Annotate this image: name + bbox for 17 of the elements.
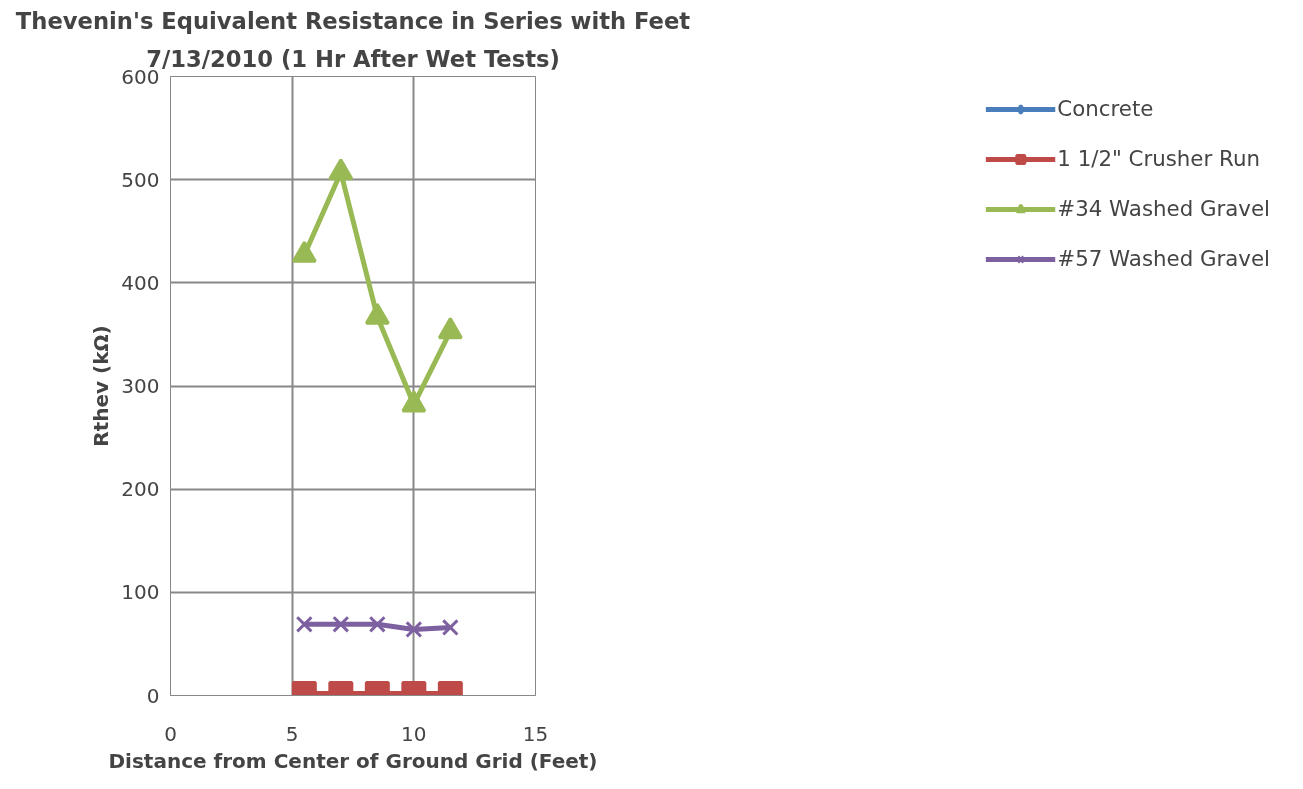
y-tick-label: 300 <box>121 374 160 398</box>
x-tick-label: 0 <box>164 721 177 746</box>
chart-title: Thevenin's Equivalent Resistance in Series with Feet <box>15 7 691 34</box>
y-tick-label: 200 <box>121 477 160 502</box>
x-tick-label: 15 <box>522 721 549 746</box>
y-tick-label: 400 <box>121 270 160 295</box>
x-tick-label: 5 <box>285 721 299 746</box>
x-axis-title: Distance from Center of Ground Grid (Feet) <box>108 748 598 773</box>
y-tick-label: 0 <box>146 683 160 708</box>
legend-label: 1 1/2" Crusher Run <box>1057 146 1260 171</box>
legend-label: #34 Washed Gravel <box>1057 196 1270 221</box>
x-tick-label: 10 <box>401 721 427 746</box>
y-tick-label: 500 <box>121 167 160 192</box>
legend-label: Concrete <box>1057 96 1154 121</box>
legend-label: #57 Washed Gravel <box>1057 246 1270 271</box>
y-axis-title: Rthev (kΩ) <box>89 325 114 447</box>
y-tick-label: 100 <box>121 580 160 605</box>
